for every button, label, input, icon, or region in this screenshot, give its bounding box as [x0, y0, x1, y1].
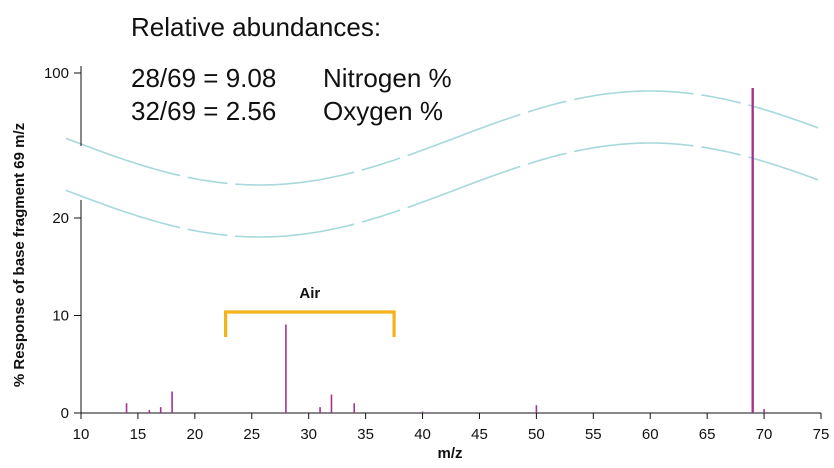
nitrogen-ratio: 28/69 = 9.08	[131, 63, 277, 93]
x-tick-label: 75	[813, 426, 830, 443]
y-tick-label: 20	[52, 210, 69, 227]
x-tick-label: 30	[300, 426, 317, 443]
chart-title: Relative abundances:	[131, 12, 382, 42]
oxygen-ratio: 32/69 = 2.56	[131, 96, 277, 126]
x-tick-label: 60	[642, 426, 659, 443]
x-tick-label: 45	[471, 426, 488, 443]
x-tick-label: 40	[414, 426, 431, 443]
nitrogen-label: Nitrogen %	[323, 63, 452, 93]
x-tick-label: 55	[585, 426, 602, 443]
y-tick-label: 100	[44, 65, 69, 82]
oxygen-label: Oxygen %	[323, 96, 443, 126]
axis-break-upper	[65, 90, 819, 186]
y-tick-label: 10	[52, 308, 69, 325]
air-bracket	[223, 310, 396, 337]
axis-break-lower	[65, 142, 819, 238]
x-tick-label: 10	[73, 426, 90, 443]
x-tick-label: 70	[756, 426, 773, 443]
x-tick-label: 50	[528, 426, 545, 443]
x-tick-label: 25	[243, 426, 260, 443]
x-tick-label: 65	[699, 426, 716, 443]
y-axis-title: % Response of base fragment 69 m/z	[11, 123, 28, 387]
x-tick-label: 15	[130, 426, 147, 443]
y-tick-label: 0	[61, 405, 69, 422]
air-label: Air	[299, 285, 320, 302]
x-tick-label: 20	[187, 426, 204, 443]
x-axis-title: m/z	[437, 445, 462, 462]
x-tick-label: 35	[357, 426, 374, 443]
